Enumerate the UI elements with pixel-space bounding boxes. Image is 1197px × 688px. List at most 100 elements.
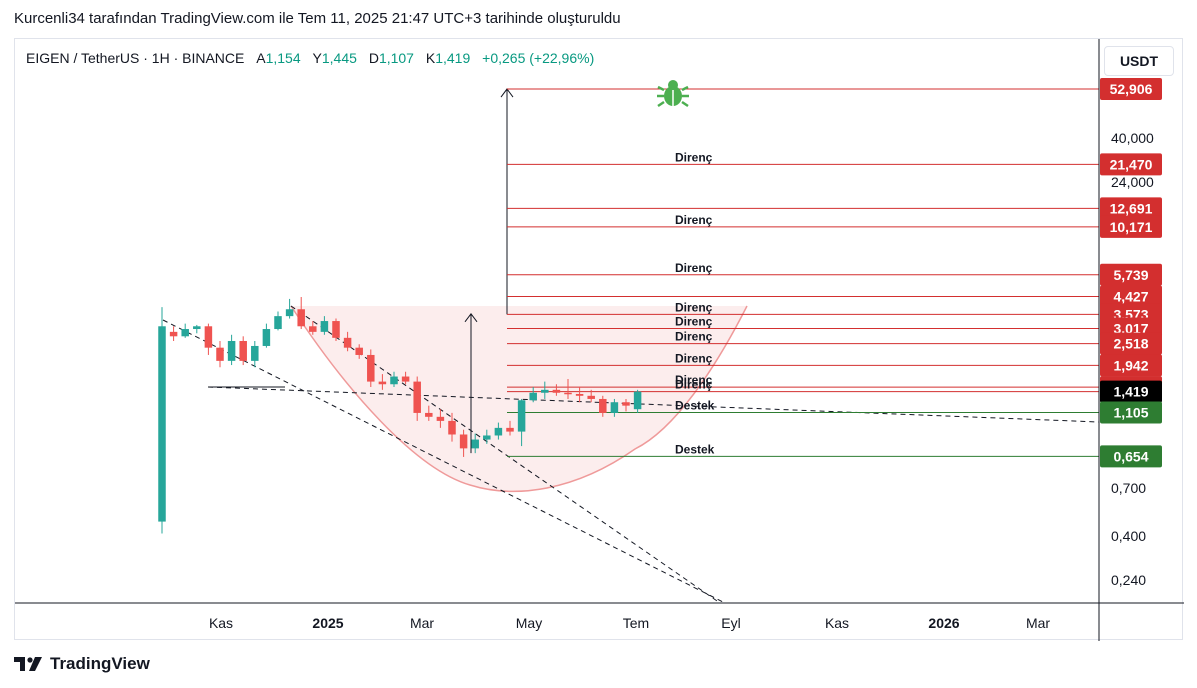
- candle-31: [517, 398, 526, 447]
- candle-21: [401, 371, 410, 385]
- chart-frame[interactable]: Direnç Direnç Direnç Direnç Direnç Direnç Dire…: [14, 38, 1184, 641]
- candle-body: [622, 402, 630, 406]
- candle-body: [378, 381, 387, 385]
- candle-15: [332, 318, 340, 341]
- candle-27: [471, 433, 479, 454]
- price-tag-text-12: 1,105: [1113, 405, 1148, 421]
- x-tick-7: 2026: [928, 615, 959, 631]
- candle-18: [367, 349, 375, 387]
- tradingview-logo-icon: [14, 657, 42, 671]
- candle-body: [169, 331, 178, 337]
- price-tag-text-0: 52,906: [1110, 81, 1153, 97]
- candle-25: [448, 412, 456, 442]
- price-tag-9: [1100, 354, 1162, 377]
- price-tag-text-13: 0,654: [1113, 448, 1148, 464]
- price-tag-2: [1100, 197, 1162, 220]
- candle-body: [575, 393, 584, 396]
- trendline-lower: [290, 305, 721, 604]
- low-value: 1,107: [378, 50, 414, 66]
- candle-35: [564, 379, 572, 399]
- candle-body: [564, 392, 572, 395]
- candles: [158, 296, 642, 534]
- candle-40: [622, 398, 630, 412]
- level-label-3: Direnç: [675, 213, 713, 227]
- candle-body: [436, 416, 445, 421]
- price-chart[interactable]: DirençDirençDirençDirençDirençDirençDire…: [15, 39, 1184, 641]
- candle-body: [448, 420, 456, 435]
- price-tags: 52,90621,47012,69110,1715,7394,4273,5733…: [1100, 78, 1162, 468]
- level-label-10: Direnç: [675, 373, 713, 387]
- x-tick-1: 2025: [312, 615, 343, 631]
- candle-body: [587, 395, 595, 399]
- symbol-legend: EIGEN / TetherUS · 1H · BINANCE A1,154 Y…: [26, 50, 594, 66]
- candle-24: [436, 409, 445, 428]
- currency-button[interactable]: USDT: [1104, 46, 1174, 76]
- symbol-name[interactable]: EIGEN / TetherUS · 1H · BINANCE: [26, 50, 245, 66]
- y-tick-2: 24,000: [1111, 174, 1154, 190]
- bug-icon: [657, 80, 689, 108]
- candle-30: [506, 420, 514, 436]
- price-tag-text-8: 2,518: [1113, 336, 1148, 352]
- candle-body: [459, 434, 468, 449]
- x-tick-8: Mar: [1026, 615, 1050, 631]
- cup-arc: [290, 305, 748, 493]
- candle-9: [262, 323, 271, 348]
- candle-body: [552, 389, 561, 393]
- price-tag-1: [1100, 153, 1162, 176]
- candle-26: [459, 429, 468, 457]
- price-tag-text-9: 1,942: [1113, 357, 1148, 373]
- candle-body: [599, 398, 607, 413]
- trendline-horizontal: [207, 386, 1100, 423]
- candle-36: [575, 386, 584, 403]
- candle-14: [320, 316, 329, 335]
- candle-body: [158, 326, 166, 522]
- candle-body: [633, 391, 642, 410]
- candle-body: [471, 439, 479, 449]
- price-tag-text-7: 3,017: [1113, 321, 1148, 337]
- price-tag-text-2: 12,691: [1110, 200, 1153, 216]
- tradingview-logo[interactable]: TradingView: [14, 654, 150, 674]
- bug-head: [668, 80, 678, 90]
- y-tick-3: 0,700: [1111, 480, 1146, 496]
- price-tag-text-1: 21,470: [1110, 156, 1153, 172]
- bug-leg-2: [657, 100, 665, 108]
- candle-body: [297, 309, 305, 327]
- brand-name: TradingView: [50, 654, 150, 673]
- price-tag-11: [1100, 380, 1162, 403]
- candle-6: [227, 334, 236, 366]
- x-tick-2: Mar: [410, 615, 434, 631]
- candle-10: [274, 311, 282, 331]
- x-tick-3: May: [516, 615, 542, 631]
- candle-4: [204, 323, 213, 355]
- candle-16: [343, 331, 352, 352]
- y-tick-4: 0,400: [1111, 528, 1146, 544]
- bug-leg-5: [681, 100, 689, 108]
- y-tick-5: 0,240: [1111, 572, 1146, 588]
- price-tag-13: [1100, 445, 1162, 468]
- price-tag-text-11: 1,419: [1113, 384, 1148, 400]
- candle-7: [239, 336, 247, 366]
- trendline-upper: [162, 319, 726, 604]
- x-tick-5: Eyl: [721, 615, 740, 631]
- candle-3: [193, 324, 201, 334]
- candle-32: [529, 386, 537, 403]
- candle-39: [610, 398, 619, 417]
- candle-body: [274, 316, 282, 330]
- x-tick-4: Tem: [623, 615, 649, 631]
- candle-19: [378, 374, 387, 390]
- level-label-4: Direnç: [675, 261, 713, 275]
- level-label-9: Direnç: [675, 351, 713, 365]
- level-label-13: Destek: [675, 442, 715, 456]
- candle-body: [204, 326, 213, 348]
- price-tag-8: [1100, 332, 1162, 355]
- price-tag-5: [1100, 285, 1162, 308]
- close-label: K: [425, 50, 436, 66]
- high-value: 1,445: [321, 50, 357, 66]
- candle-body: [529, 392, 537, 401]
- high-label: Y: [312, 50, 322, 66]
- candle-body: [413, 381, 421, 413]
- candle-body: [309, 326, 317, 332]
- candle-body: [610, 402, 619, 413]
- candle-body: [367, 354, 375, 382]
- open-label: A: [256, 50, 266, 66]
